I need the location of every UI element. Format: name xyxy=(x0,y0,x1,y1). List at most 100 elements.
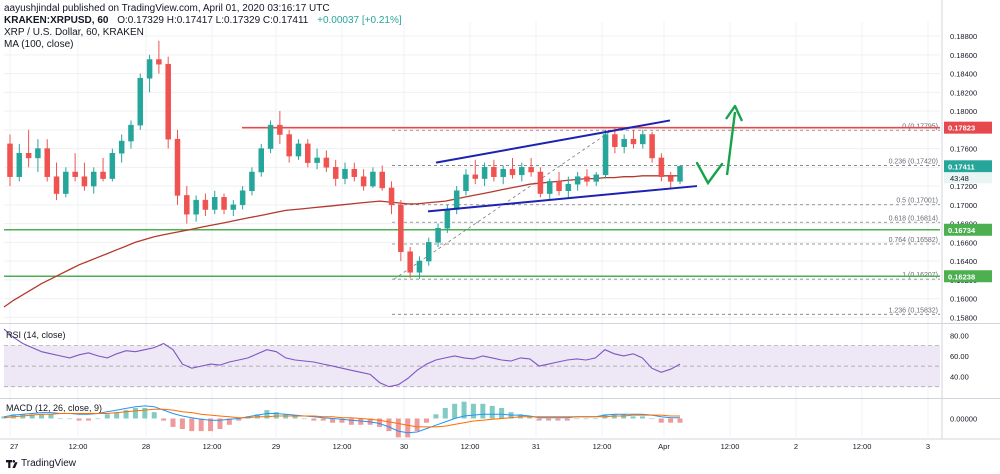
published-line: aayushjindal published on TradingView.co… xyxy=(4,3,330,14)
candle-body xyxy=(528,167,534,173)
candle-body xyxy=(407,251,413,273)
macd-histogram-bar xyxy=(76,418,82,421)
fib-level-label: 0 (0.17795) xyxy=(902,123,938,130)
fib-level-label: 0.764 (0.16582) xyxy=(889,237,938,244)
candle-body xyxy=(81,176,88,187)
last-price-tag: 0.17411 xyxy=(948,162,975,171)
candle xyxy=(407,247,413,278)
macd-histogram-bar xyxy=(123,410,129,419)
price-tick: 0.18400 xyxy=(950,70,977,79)
support-2-tag-bg xyxy=(944,270,992,283)
macd-histogram-bar xyxy=(677,418,683,423)
candle xyxy=(630,129,637,149)
candle xyxy=(193,195,199,222)
candle-body xyxy=(16,153,23,177)
candle-body xyxy=(584,176,590,182)
time-tick: 12:00 xyxy=(203,442,222,451)
candle xyxy=(277,111,283,144)
candle xyxy=(81,162,88,191)
candle xyxy=(25,129,32,168)
candle-body xyxy=(360,176,367,187)
candle xyxy=(649,131,655,163)
candle xyxy=(286,129,292,163)
macd-histogram-bar xyxy=(639,416,645,419)
macd-histogram-bar xyxy=(536,418,542,421)
macd-histogram-bar xyxy=(668,418,674,423)
macd-histogram-bar xyxy=(179,418,185,430)
candle-body xyxy=(500,168,506,177)
candle xyxy=(184,186,190,224)
countdown-label: 43:48 xyxy=(950,174,969,183)
candle-body xyxy=(156,59,162,65)
time-tick: 12:00 xyxy=(69,442,88,451)
candle-body xyxy=(305,143,311,163)
candle xyxy=(556,172,562,196)
candle-body xyxy=(109,153,116,179)
macd-histogram-bar xyxy=(583,418,589,420)
candle-body xyxy=(146,59,153,79)
candle xyxy=(249,167,255,196)
macd-histogram-bar xyxy=(292,416,298,419)
candle xyxy=(230,200,237,217)
ohlc-values: O:0.17329 H:0.17417 L:0.17329 C:0.17411 xyxy=(117,15,309,26)
channel-lines xyxy=(427,119,698,213)
rsi-line xyxy=(3,328,681,388)
candle-body xyxy=(7,143,13,177)
symbol-line: KRAKEN:XRPUSD, 60 O:0.17329 H:0.17417 L:… xyxy=(4,15,402,27)
macd-histogram-bar xyxy=(461,401,467,419)
channel-upper-line xyxy=(435,119,671,164)
candle xyxy=(602,129,609,179)
candle-body xyxy=(100,171,106,179)
candle-body xyxy=(658,157,665,177)
macd-histogram-bar xyxy=(546,418,552,421)
candle xyxy=(667,172,674,188)
down-then-up-path xyxy=(695,161,724,186)
candle xyxy=(323,150,330,172)
candle xyxy=(128,120,134,149)
candle-body xyxy=(239,190,246,206)
candle xyxy=(63,167,69,198)
symbol-pair: KRAKEN:XRPUSD, 60 xyxy=(4,15,109,26)
candle xyxy=(72,153,78,182)
price-tick: 0.16600 xyxy=(950,238,977,247)
candle-body xyxy=(267,124,274,149)
candle-body xyxy=(621,138,627,147)
macd-histogram-bar xyxy=(95,418,101,420)
candle-body xyxy=(249,171,255,191)
macd-histogram-bar xyxy=(649,418,655,420)
macd-signal-line xyxy=(3,408,680,428)
up-arrow-head xyxy=(725,104,744,122)
macd-histogram-bar xyxy=(236,418,242,421)
candle-body xyxy=(537,171,544,194)
macd-histogram-bar xyxy=(330,418,336,423)
candle-body xyxy=(53,176,60,194)
candle-body xyxy=(677,166,683,182)
ma-label: MA (100, close) xyxy=(4,39,74,50)
candle-body xyxy=(25,153,32,159)
macd-histogram-bar xyxy=(142,407,148,419)
candle xyxy=(202,193,209,217)
resistance-tag-bg xyxy=(944,121,992,134)
time-tick: 12:00 xyxy=(853,442,872,451)
macd-histogram-bar xyxy=(395,418,401,438)
macd-histogram-bar xyxy=(358,418,364,425)
pane-borders xyxy=(0,0,1000,440)
macd-histogram-bar xyxy=(414,418,420,432)
candle xyxy=(677,165,683,185)
price-tick: 0.17000 xyxy=(950,201,977,210)
horizontal-levels xyxy=(4,126,940,278)
candle-body xyxy=(35,148,41,159)
candle-body xyxy=(426,242,432,262)
candle-body xyxy=(258,148,264,173)
macd-histogram-bar xyxy=(189,418,195,432)
candle xyxy=(239,186,246,210)
candle xyxy=(305,139,311,168)
price-tick: 0.17600 xyxy=(950,145,977,154)
macd-histogram-bar xyxy=(555,418,561,421)
candle xyxy=(91,167,97,194)
candle xyxy=(53,162,60,201)
fib-level-label: 0.236 (0.17420) xyxy=(889,158,938,165)
price-tick: 0.18200 xyxy=(950,88,977,97)
macd-label: MACD (12, 26, close, 9) xyxy=(6,403,103,413)
